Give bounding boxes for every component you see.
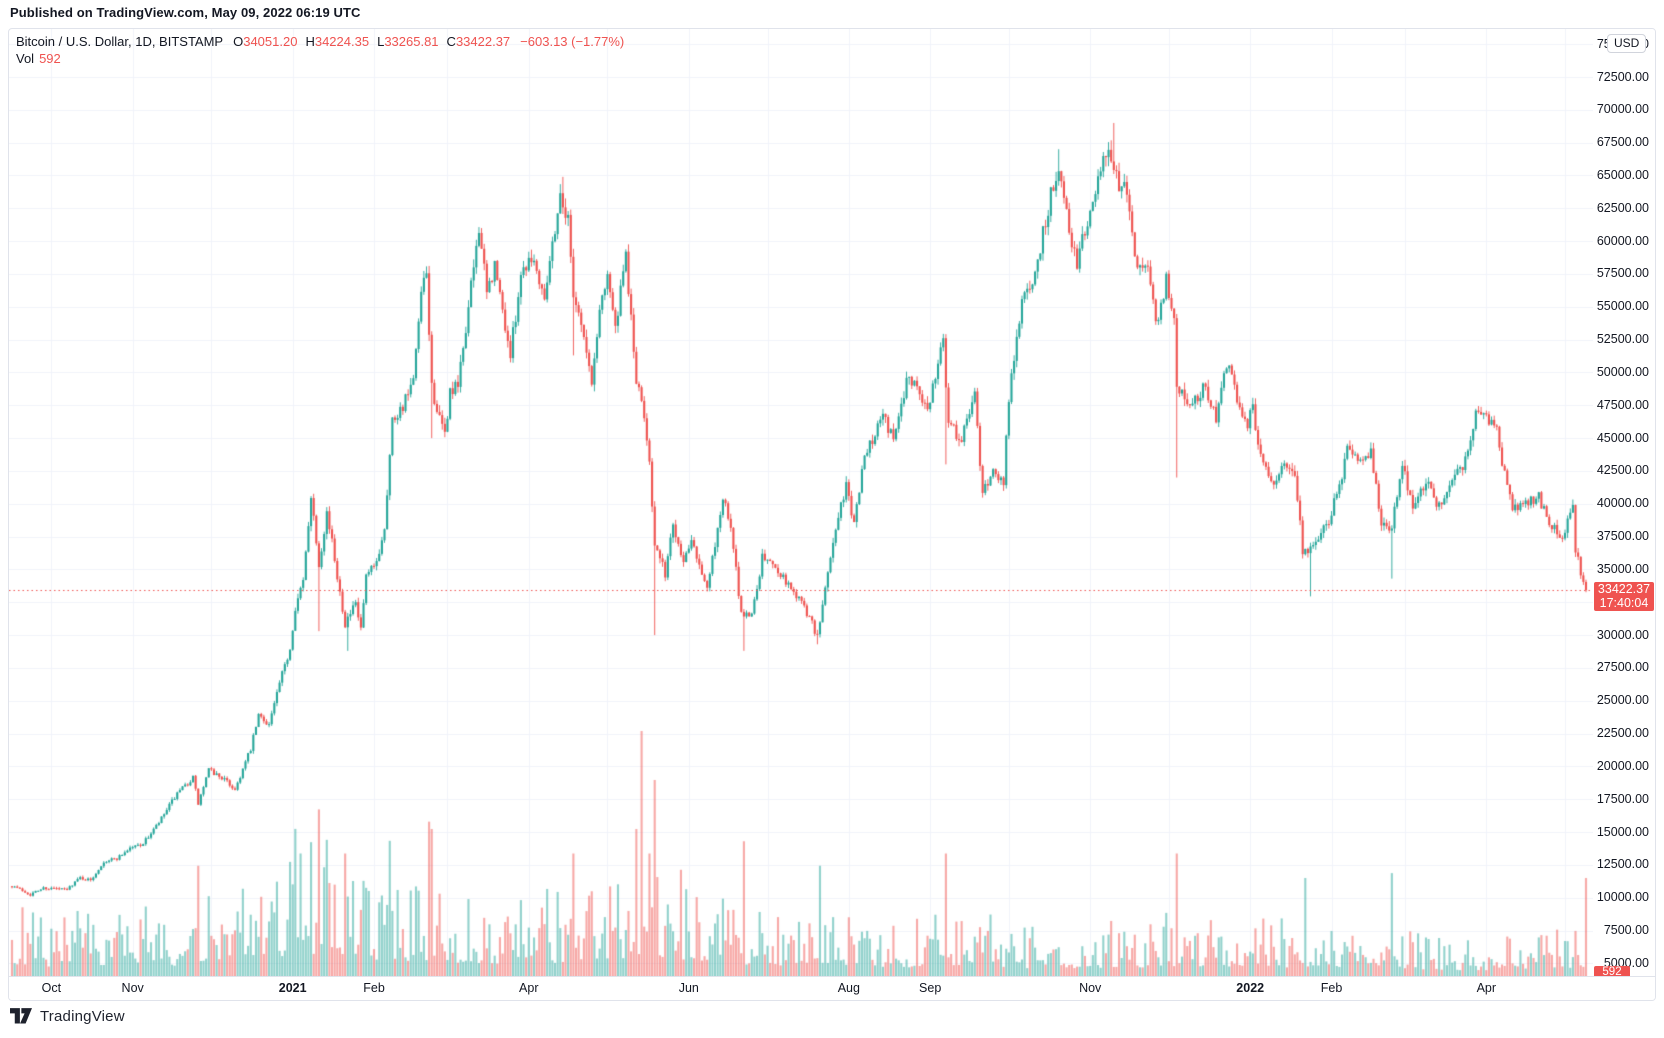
time-axis-label: Jun	[678, 981, 699, 995]
time-axis-label: Feb	[363, 981, 385, 995]
change-value: −603.13 (−1.77%)	[520, 34, 625, 49]
price-tick-label: 37500.00	[1596, 529, 1649, 544]
tradingview-logo-icon	[10, 1008, 32, 1024]
published-caption: Published on TradingView.com, May 09, 20…	[10, 5, 361, 20]
price-tick-label: 35000.00	[1596, 561, 1649, 576]
price-tick-label: 40000.00	[1596, 496, 1649, 511]
time-axis-label: 2022	[1236, 981, 1265, 995]
price-tick-label: 25000.00	[1596, 693, 1649, 708]
price-tick-label: 65000.00	[1596, 167, 1649, 182]
legend-row-symbol: Bitcoin / U.S. Dollar, 1D, BITSTAMP O3405…	[16, 34, 624, 49]
price-tick-label: 7500.00	[1603, 923, 1649, 938]
time-axis-label: Feb	[1320, 981, 1343, 995]
open-label: O	[233, 34, 244, 49]
time-axis-label: Sep	[919, 981, 942, 995]
last-price-label: 33422.37 17:40:04	[1594, 582, 1654, 612]
price-tick-label: 50000.00	[1596, 364, 1649, 379]
tradingview-brand-text: TradingView	[40, 1008, 125, 1025]
high-value: 34224.35	[314, 34, 370, 49]
price-tick-label: 10000.00	[1596, 890, 1649, 905]
time-axis-label: Aug	[837, 981, 860, 995]
volume-label: Vol	[16, 51, 35, 66]
price-tick-label: 72500.00	[1596, 69, 1649, 84]
time-axis[interactable]: Oct Nov 2021 Feb Apr Jun Aug Sep Nov 2022 Feb Apr	[9, 976, 1655, 1000]
time-axis-label: Apr	[1476, 981, 1497, 995]
volume-value: 592	[39, 51, 61, 66]
open-value: 34051.20	[243, 34, 298, 49]
price-tick-label: 15000.00	[1596, 824, 1649, 839]
price-tick-label: 45000.00	[1596, 430, 1649, 445]
footer-brand[interactable]: TradingView	[10, 1007, 125, 1026]
chart-legend: Bitcoin / U.S. Dollar, 1D, BITSTAMP O3405…	[16, 34, 624, 66]
price-tick-label: 55000.00	[1596, 299, 1649, 314]
price-tick-label: 67500.00	[1596, 135, 1649, 150]
price-tick-label: 52500.00	[1596, 332, 1649, 347]
time-axis-label: Oct	[41, 981, 62, 995]
countdown-timer: 17:40:04	[1599, 595, 1649, 610]
volume-axis-label: 592	[1594, 966, 1630, 979]
price-tick-label: 22500.00	[1596, 726, 1649, 741]
price-tick-label: 30000.00	[1596, 627, 1649, 642]
time-axis-label: Nov	[121, 981, 144, 995]
price-axis[interactable]: USD 33422.37 17:40:04 592 75000.0072500.…	[1593, 29, 1655, 979]
symbol-title: Bitcoin / U.S. Dollar, 1D, BITSTAMP	[16, 34, 224, 49]
last-price-value: 33422.37	[1597, 582, 1651, 597]
price-tick-label: 27500.00	[1596, 660, 1649, 675]
low-value: 33265.81	[384, 34, 439, 49]
price-tick-label: 20000.00	[1596, 758, 1649, 773]
close-label: C	[446, 34, 456, 49]
high-label: H	[305, 34, 315, 49]
price-tick-label: 62500.00	[1596, 200, 1649, 215]
price-tick-label: 70000.00	[1596, 102, 1649, 117]
currency-toggle-button[interactable]: USD	[1607, 34, 1647, 53]
price-tick-label: 17500.00	[1596, 791, 1649, 806]
time-axis-label: Apr	[519, 981, 539, 995]
low-label: L	[377, 34, 385, 49]
price-tick-label: 57500.00	[1596, 266, 1649, 281]
price-tick-label: 42500.00	[1596, 463, 1649, 478]
time-axis-label: 2021	[278, 981, 307, 995]
price-tick-label: 60000.00	[1596, 233, 1649, 248]
close-value: 33422.37	[455, 34, 511, 49]
time-axis-label: Nov	[1079, 981, 1102, 995]
chart-widget: Bitcoin / U.S. Dollar, 1D, BITSTAMP O3405…	[8, 28, 1656, 1001]
price-tick-label: 47500.00	[1596, 397, 1649, 412]
chart-pane[interactable]	[9, 29, 1593, 976]
legend-row-volume: Vol 592	[16, 51, 624, 66]
price-tick-label: 12500.00	[1596, 857, 1649, 872]
